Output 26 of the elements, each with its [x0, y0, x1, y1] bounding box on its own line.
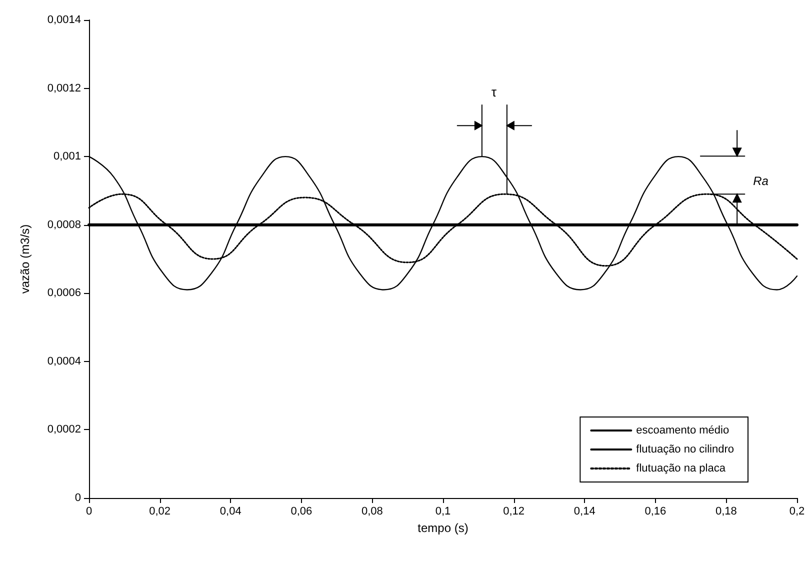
x-tick-label: 0,2	[789, 506, 805, 518]
y-axis-title: vazão (m3/s)	[18, 224, 32, 294]
y-tick-label: 0,0004	[47, 355, 81, 368]
legend-label: escoamento médio	[636, 424, 730, 436]
x-tick-label: 0,08	[361, 506, 383, 518]
x-tick-label: 0,18	[715, 506, 737, 518]
x-tick-label: 0,14	[574, 506, 596, 518]
legend-label: flutuação no cilindro	[636, 444, 734, 456]
y-tick-label: 0,0012	[47, 82, 81, 94]
y-tick-label: 0,0014	[47, 14, 81, 26]
y-tick-label: 0,0002	[47, 424, 81, 436]
y-tick-label: 0,0008	[47, 218, 81, 231]
annotation: Ra	[753, 174, 769, 188]
x-axis-title: tempo (s)	[418, 520, 468, 535]
x-tick-label: 0,04	[220, 506, 242, 518]
x-tick-label: 0,16	[644, 506, 666, 518]
legend-label: flutuação na placa	[636, 462, 726, 474]
x-tick-label: 0,02	[149, 506, 171, 518]
x-tick-label: 0,12	[503, 506, 525, 518]
x-tick-label: 0,1	[435, 506, 451, 518]
y-tick-label: 0,0006	[47, 287, 81, 300]
annotation: τ	[491, 84, 498, 100]
x-tick-label: 0,06	[290, 506, 312, 518]
y-tick-label: 0	[74, 492, 81, 504]
x-tick-label: 0	[86, 506, 92, 518]
y-tick-label: 0,001	[53, 150, 81, 163]
